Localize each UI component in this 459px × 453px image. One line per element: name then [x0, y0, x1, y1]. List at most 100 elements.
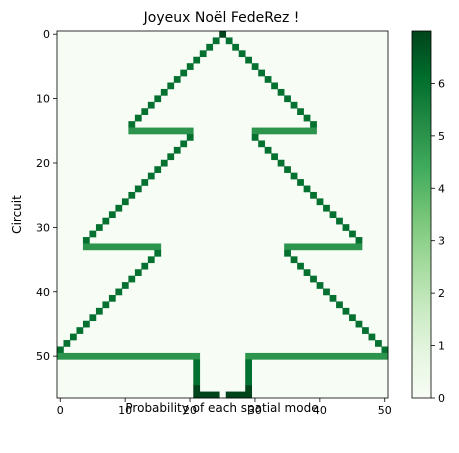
heatmap-cell — [193, 365, 201, 373]
heatmap-cell — [76, 327, 84, 334]
heatmap-cell — [284, 243, 363, 251]
colorbar-tick-label: 6 — [438, 77, 445, 90]
y-tick-label: 30 — [36, 221, 50, 234]
heatmap-cell — [284, 249, 291, 257]
heatmap-cell — [128, 275, 136, 283]
heatmap-cell — [89, 230, 97, 238]
heatmap-cell — [173, 76, 181, 83]
heatmap-cell — [323, 288, 330, 296]
heatmap-cell — [82, 237, 90, 244]
colorbar-tick-label: 0 — [438, 392, 445, 405]
heatmap-cell — [245, 365, 253, 373]
heatmap-cell — [193, 56, 201, 64]
heatmap-cell — [154, 249, 162, 257]
colorbar-tick-label: 5 — [438, 130, 445, 143]
heatmap-cell — [277, 88, 285, 96]
heatmap-cell — [245, 359, 253, 367]
colorbar-gradient — [411, 30, 432, 399]
y-axis-ticks: 0 10 20 30 40 50 — [36, 28, 57, 363]
heatmap-cell — [251, 134, 259, 141]
heatmap-cell — [316, 282, 324, 289]
heatmap-cell — [225, 37, 233, 45]
heatmap-cell — [193, 372, 201, 379]
colorbar-tick-label: 3 — [438, 235, 445, 248]
heatmap-cell — [193, 359, 201, 367]
y-tick-label: 50 — [36, 350, 50, 363]
heatmap-cell — [277, 159, 285, 167]
heatmap-cell — [82, 320, 90, 328]
heatmap-cell — [206, 43, 214, 51]
heatmap-cell — [316, 198, 324, 206]
heatmap-cell — [147, 256, 155, 264]
y-tick-label: 10 — [36, 93, 50, 106]
y-tick-label: 0 — [43, 28, 50, 41]
heatmap-cell — [329, 294, 337, 302]
heatmap-cell — [154, 95, 162, 103]
heatmap-cell — [115, 204, 123, 212]
x-tick-label: 50 — [378, 404, 392, 417]
heatmap-cell — [212, 37, 220, 45]
colorbar-tick-label: 1 — [438, 340, 445, 353]
heatmap-cell — [245, 385, 253, 392]
colorbar-tick-label: 4 — [438, 182, 445, 195]
heatmap-cell — [258, 140, 265, 148]
heatmap-cell — [69, 333, 77, 341]
heatmap-cell — [219, 31, 227, 38]
heatmap-cell — [290, 256, 298, 264]
heatmap-cell — [180, 140, 188, 148]
heatmap-cell — [297, 179, 304, 186]
heatmap-cell — [167, 82, 175, 90]
heatmap-cell — [141, 179, 149, 186]
heatmap-cell — [336, 301, 343, 309]
heatmap-cell — [199, 50, 207, 58]
y-tick-label: 40 — [36, 286, 50, 299]
heatmap-cell — [310, 275, 317, 283]
heatmap-cell — [102, 217, 110, 225]
heatmap-cell — [271, 82, 278, 90]
heatmap-cell — [258, 69, 265, 77]
heatmap-cell — [290, 172, 298, 180]
heatmap-cells — [57, 31, 389, 399]
heatmap-cell — [160, 159, 168, 167]
x-axis-ticks: 0 10 20 30 40 50 — [57, 398, 392, 417]
heatmap-cell — [134, 185, 142, 193]
x-tick-label: 0 — [57, 404, 64, 417]
heatmap-cell — [355, 320, 363, 328]
heatmap-cell — [154, 166, 162, 173]
heatmap-cell — [128, 127, 194, 135]
x-tick-label: 40 — [313, 404, 327, 417]
heatmap-cell — [245, 352, 389, 360]
heatmap-cell — [238, 50, 246, 58]
heatmap-cell — [349, 314, 356, 322]
heatmap-cell — [310, 191, 317, 199]
heatmap-cell — [95, 224, 103, 231]
heatmap-cell — [57, 352, 201, 360]
heatmap-cell — [264, 76, 272, 83]
heatmap-cell — [355, 237, 363, 244]
heatmap-cell — [95, 307, 103, 315]
heatmap-cell — [336, 217, 343, 225]
chart-title: Joyeux Noël FedeRez ! — [143, 10, 300, 26]
heatmap-cell — [108, 294, 116, 302]
heatmap-cell — [362, 327, 369, 334]
colorbar-ticks: 0 1 2 3 4 5 6 — [431, 77, 445, 405]
heatmap-cell — [303, 114, 311, 122]
heatmap-cell — [63, 340, 71, 347]
heatmap-cell — [147, 101, 155, 109]
heatmap-cell — [173, 146, 181, 154]
heatmap-cell — [251, 63, 259, 70]
heatmap-cell — [134, 114, 142, 122]
heatmap-cell — [57, 346, 64, 354]
heatmap-cell — [147, 172, 155, 180]
heatmap-cell — [232, 43, 240, 51]
plot-background — [57, 31, 388, 398]
x-axis-label: Probability of each spatial mode — [125, 401, 318, 415]
heatmap-cell — [89, 314, 97, 322]
heatmap-cell — [329, 211, 337, 219]
heatmap-cell — [180, 69, 188, 77]
heatmap-cell — [160, 88, 168, 96]
heatmap-cell — [82, 243, 162, 251]
heatmap-cell — [375, 340, 382, 347]
heatmap-cell — [290, 101, 298, 109]
heatmap-cell — [141, 262, 149, 270]
